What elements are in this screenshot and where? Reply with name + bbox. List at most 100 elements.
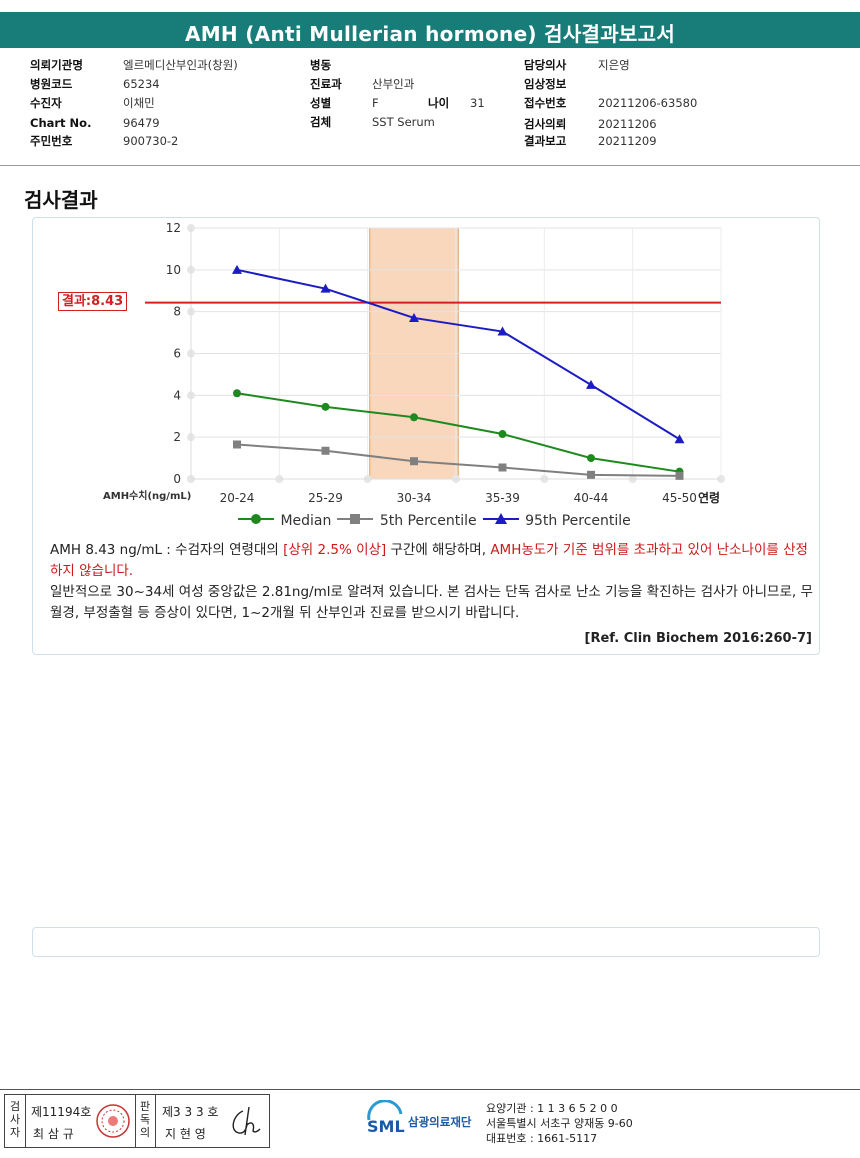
x-tick-label: 35-39: [485, 491, 520, 505]
legend-marker-icon: [337, 514, 374, 524]
info-col1-0: 의뢰기관명 엘르메디산부인과(창원): [30, 57, 238, 73]
inspector-name: 최 삼 규: [33, 1127, 74, 1141]
y-tick-label: 2: [173, 430, 181, 444]
inspector-number: 제11194호: [31, 1105, 92, 1119]
info-col1-4: 주민번호 900730-2: [30, 133, 178, 149]
info-col3-0-label: 담당의사: [524, 58, 567, 72]
info-age-label: 나이: [428, 96, 450, 110]
info-col2-2: 성별 F: [310, 95, 379, 111]
series-point-1: [675, 471, 684, 480]
legend-label: Median: [280, 513, 332, 529]
info-col3-3: 검사의뢰 20211206: [524, 116, 657, 132]
x-tick-label: 45-50: [662, 491, 697, 505]
info-col2-0-label: 병동: [310, 58, 332, 72]
info-col2-1-label: 진료과: [310, 77, 342, 91]
y-tick-label: 10: [166, 263, 181, 277]
info-col1-3-value: 96479: [123, 116, 160, 130]
info-col3-2: 접수번호 20211206-63580: [524, 95, 697, 111]
info-col2-2-label: 성별: [310, 96, 332, 110]
info-col1-2-value: 이채민: [123, 96, 155, 110]
series-point-0: [321, 402, 330, 411]
org-name: 삼광의료재단: [408, 1115, 472, 1129]
info-col1-1: 병원코드 65234: [30, 76, 160, 92]
info-col2-1-value: 산부인과: [372, 77, 415, 91]
series-line-1: [236, 443, 680, 477]
info-col3-3-value: 20211206: [598, 117, 657, 131]
org-phone: 대표번호 : 1661-5117: [486, 1132, 598, 1145]
legend-label: 5th Percentile: [379, 513, 477, 529]
org-code: 요양기관 : 1 1 3 6 5 2 0 0: [486, 1102, 618, 1115]
seal-icon: [96, 1104, 130, 1138]
info-col3-2-value: 20211206-63580: [598, 96, 698, 110]
series-point-1: [498, 463, 507, 472]
desc-mid: 구간에 해당하며,: [386, 542, 491, 558]
title-bar: [0, 12, 860, 48]
y-tick-label: 4: [173, 388, 181, 402]
y-tick-label: 0: [173, 472, 181, 486]
info-col2-0: 병동: [310, 57, 372, 73]
series-point-2: [320, 283, 331, 293]
legend-item-1: 5th Percentile: [337, 513, 477, 529]
empty-panel: [32, 927, 820, 957]
info-col3-1: 임상정보: [524, 76, 598, 92]
sml-logo-icon: SML: [367, 1100, 405, 1136]
signature-icon: [232, 1106, 261, 1136]
y-tick-label: 6: [173, 347, 181, 361]
series-point-1: [233, 440, 241, 449]
series-point-1: [410, 457, 418, 466]
reference: [Ref. Clin Biochem 2016:260-7]: [584, 631, 812, 646]
result-panel: 0 2 4 6 8 10 12 20-24 25-29 30-34 35-39 40-44 45-50 연…: [32, 217, 820, 655]
y-tick-label: 12: [166, 221, 181, 235]
y-tick-label: 8: [173, 305, 181, 319]
x-tick-label: 30-34: [397, 491, 432, 505]
doctor-name: 지 현 영: [165, 1127, 206, 1141]
section-title: 검사결과: [24, 188, 98, 212]
legend-marker-icon: [238, 514, 274, 524]
legend-marker-icon: [482, 513, 519, 524]
x-axis-label: 연령: [698, 490, 720, 505]
y-axis-label: AMH수치(ng/mL): [103, 489, 191, 502]
legend-item-2: 95th Percentile: [482, 513, 631, 529]
legend-item-0: Median: [238, 513, 331, 529]
info-col3-4-label: 결과보고: [524, 134, 567, 148]
desc-prefix: AMH 8.43 ng/mL : 수검자의 연령대의: [50, 542, 284, 558]
series-line-0: [236, 392, 680, 473]
series-point-0: [233, 389, 241, 398]
report-title: AMH (Anti Mullerian hormone) 검사결과보고서: [184, 22, 676, 46]
chart-legend: Median 5th Percentile 95th Percentile: [238, 512, 637, 529]
x-tick-label: 40-44: [574, 491, 609, 505]
x-tick-label: 20-24: [220, 491, 255, 505]
series-point-0: [498, 430, 507, 439]
info-col3-0-value: 지은영: [598, 58, 630, 72]
info-col3-1-label: 임상정보: [524, 77, 567, 91]
series-point-1: [587, 470, 595, 479]
info-col3-4: 결과보고 20211209: [524, 133, 657, 149]
series-point-2: [232, 264, 242, 274]
info-col3-2-label: 접수번호: [524, 96, 567, 110]
desc-warning: AMH농도가 기준 범위를 초과하고 있어 난소나이를 산정하지 않습니다.: [50, 542, 808, 579]
info-col2-3-value: SST Serum: [372, 115, 435, 129]
info-col2-1: 진료과 산부인과: [310, 76, 414, 92]
result-description: AMH 8.43 ng/mL : 수검자의 연령대의 [상위 2.5% 이상] …: [50, 540, 820, 624]
series-point-0: [587, 454, 595, 463]
series-point-2: [674, 434, 685, 444]
sml-logo-text: SML: [367, 1117, 405, 1136]
series-point-2: [409, 312, 419, 322]
divider: [0, 165, 860, 166]
info-col3-4-value: 20211209: [598, 134, 657, 148]
desc-highlight: [상위 2.5% 이상]: [283, 542, 387, 558]
result-label: 결과:8.43: [58, 292, 128, 311]
legend-label: 95th Percentile: [525, 513, 631, 529]
amh-chart: 0 2 4 6 8 10 12 20-24 25-29 30-34 35-39 40-44 45-50 연…: [103, 221, 725, 505]
info-col1-0-value: 엘르메디산부인과(창원): [123, 58, 238, 72]
doctor-number: 제3 3 3 호: [162, 1105, 219, 1119]
info-col1-4-value: 900730-2: [123, 134, 179, 148]
series-point-2: [586, 379, 596, 389]
footer-divider: [0, 1089, 860, 1090]
info-col1-2: 수진자 이채민: [30, 95, 155, 111]
series-point-0: [410, 413, 418, 422]
info-col1-1-value: 65234: [123, 77, 160, 91]
